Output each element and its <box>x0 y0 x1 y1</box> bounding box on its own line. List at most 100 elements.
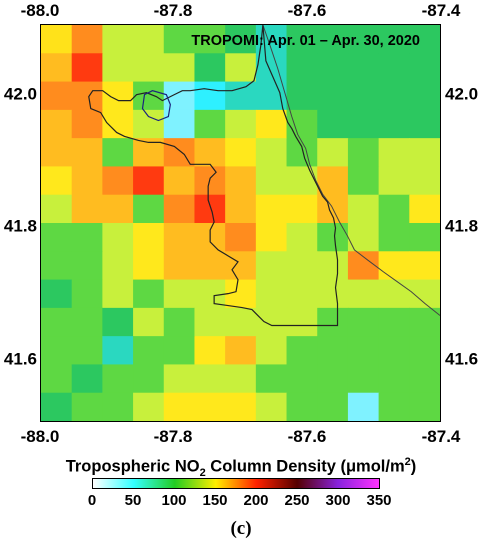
grid-cell <box>41 81 73 111</box>
colorbar-title: Tropospheric NO2 Column Density (μmol/m2… <box>65 456 417 479</box>
grid-cell <box>378 223 410 252</box>
grid-cell <box>102 223 134 252</box>
grid-cell <box>225 307 257 337</box>
map-title: TROPOMI: Apr. 01 – Apr. 30, 2020 <box>191 33 420 49</box>
grid-cell <box>71 279 103 309</box>
grid-cell <box>41 279 73 309</box>
grid-cell <box>347 81 380 111</box>
grid-cell <box>255 251 288 281</box>
grid-cell <box>163 279 196 309</box>
grid-cell <box>41 138 73 168</box>
grid-cell <box>194 251 226 281</box>
grid-cell <box>317 392 349 421</box>
lon-tick-bottom-3: -87.6 <box>287 427 327 446</box>
grid-cell <box>102 109 134 139</box>
city-boundary <box>88 25 339 327</box>
grid-cell <box>133 25 165 54</box>
colorbar-tick-150: 150 <box>202 492 228 509</box>
colorbar-tick-300: 300 <box>325 492 351 509</box>
grid-cell <box>409 53 440 83</box>
grid-cell <box>378 25 410 54</box>
grid-cell <box>409 25 440 54</box>
grid-cell <box>102 336 134 366</box>
grid-cell <box>378 392 410 421</box>
grid-cell <box>317 336 349 366</box>
grid-cell <box>225 392 257 421</box>
grid-cell <box>71 166 103 196</box>
no2-map: TROPOMI: Apr. 01 – Apr. 30, 2020 <box>40 24 441 422</box>
grid-cell <box>163 81 196 111</box>
grid-cell <box>133 392 165 421</box>
grid-cell <box>41 223 73 252</box>
grid-cell <box>409 364 440 394</box>
grid-cell <box>378 53 410 83</box>
colorbar-tick-50: 50 <box>124 492 142 509</box>
grid-cell <box>225 279 257 309</box>
grid-cell <box>225 25 257 54</box>
grid-cell <box>409 392 440 421</box>
grid-cell <box>286 166 318 196</box>
grid-cell <box>71 109 103 139</box>
grid-cell <box>194 336 226 366</box>
lon-tick-bottom-2: -87.8 <box>153 427 193 446</box>
lat-tick-right-1: 42.0 <box>445 84 479 104</box>
grid-cell <box>225 336 257 366</box>
grid-cell <box>378 166 410 196</box>
grid-cell <box>255 336 288 366</box>
colorbar-tick-350: 350 <box>366 492 392 509</box>
grid-cell <box>133 166 165 196</box>
colorbar-tick-200: 200 <box>243 492 269 509</box>
grid-cell <box>225 223 257 252</box>
grid-cell <box>133 223 165 252</box>
grid-cell <box>255 166 288 196</box>
grid-cell <box>225 81 257 111</box>
grid-cell <box>317 109 349 139</box>
grid-cell <box>347 251 380 281</box>
ohare-outline <box>141 90 171 122</box>
grid-cell <box>163 53 196 83</box>
grid-cell <box>225 53 257 83</box>
grid-cell <box>347 307 380 337</box>
grid-cell <box>286 336 318 366</box>
grid-cell <box>102 81 134 111</box>
grid-cell <box>317 223 349 252</box>
grid-cell <box>194 166 226 196</box>
grid-cell <box>347 194 380 224</box>
grid-cell <box>409 307 440 337</box>
grid-cell <box>163 138 196 168</box>
grid-cell <box>41 25 73 54</box>
grid-cell <box>41 336 73 366</box>
lon-tick-top-3: -87.6 <box>287 1 327 20</box>
grid-cell <box>163 251 196 281</box>
grid-cell <box>71 336 103 366</box>
colorbar-tick-100: 100 <box>161 492 187 509</box>
colorbar-tick-250: 250 <box>284 492 310 509</box>
grid-cell <box>71 251 103 281</box>
grid-cell <box>102 166 134 196</box>
grid-cell <box>41 307 73 337</box>
grid-cell <box>317 138 349 168</box>
grid-cell <box>347 25 380 54</box>
grid-cell <box>378 364 410 394</box>
grid-cell <box>347 53 380 83</box>
grid-cell <box>378 336 410 366</box>
grid-cell <box>317 307 349 337</box>
grid-cell <box>163 194 196 224</box>
grid-cell <box>71 138 103 168</box>
grid-cell <box>409 336 440 366</box>
grid-cell <box>41 251 73 281</box>
grid-cell <box>163 223 196 252</box>
grid-cell <box>133 251 165 281</box>
grid-cell <box>255 392 288 421</box>
grid-cell <box>317 25 349 54</box>
grid-cell <box>378 109 410 139</box>
grid-cell <box>317 166 349 196</box>
grid-cell <box>133 81 165 111</box>
grid-cell <box>317 251 349 281</box>
grid-cell <box>409 251 440 281</box>
grid-cell <box>133 336 165 366</box>
grid-cell <box>255 279 288 309</box>
no2-grid <box>41 25 440 421</box>
panel-label: (c) <box>230 518 252 539</box>
colorbar-tick-0: 0 <box>87 492 97 509</box>
